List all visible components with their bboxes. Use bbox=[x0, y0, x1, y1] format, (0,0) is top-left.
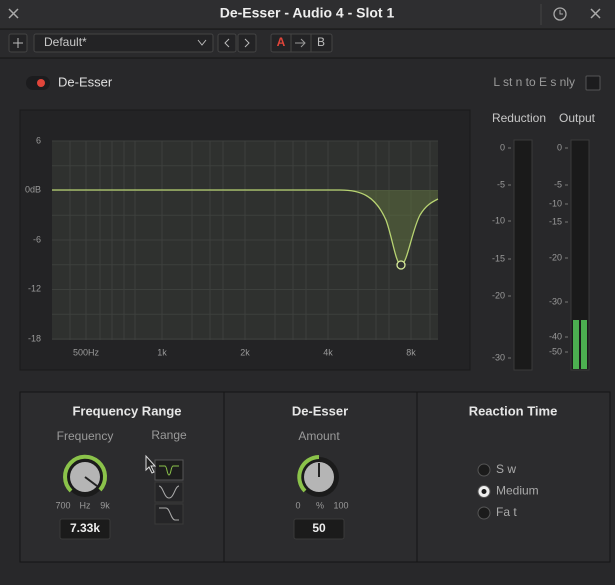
mouse-cursor bbox=[145, 454, 157, 474]
add-icon bbox=[13, 38, 23, 48]
meter-scale-label: -50 bbox=[549, 346, 562, 356]
meter-scale-label: -30 bbox=[549, 296, 562, 306]
x-axis-label: 500Hz bbox=[73, 347, 100, 357]
knob-max: 9k bbox=[100, 500, 110, 510]
compare-a[interactable]: A bbox=[277, 35, 286, 49]
meter-scale-label: -15 bbox=[549, 216, 562, 226]
toggle-light bbox=[37, 79, 45, 87]
meter-scale-label: 0 bbox=[557, 142, 562, 152]
listen-checkbox[interactable] bbox=[585, 75, 601, 91]
radio-button[interactable] bbox=[477, 463, 491, 477]
notch-icon bbox=[159, 465, 179, 476]
knob-max: 100 bbox=[333, 500, 348, 510]
knob-min: 0 bbox=[295, 500, 300, 510]
output-level-right bbox=[581, 320, 587, 369]
x-axis-label: 1k bbox=[157, 347, 167, 357]
reduction-label: Reduction bbox=[492, 111, 546, 125]
meter-scale-label: 0 bbox=[500, 142, 505, 152]
meter-ticks: 0 -5 -10 -15 -20 -30 0 -5 -10 -15 -20 -30 -40 -50 bbox=[492, 142, 568, 362]
knob-min: 700 bbox=[55, 500, 70, 510]
next-icon bbox=[244, 38, 250, 48]
section-title: Reaction Time bbox=[469, 403, 558, 418]
output-level-left bbox=[573, 320, 579, 369]
listen-label: L st n to E s nly bbox=[493, 75, 575, 89]
output-label: Output bbox=[559, 111, 596, 125]
range-band[interactable] bbox=[154, 481, 184, 503]
meter-scale-label: -20 bbox=[549, 252, 562, 262]
amount-value: 50 bbox=[312, 521, 326, 535]
knob-label: Amount bbox=[298, 429, 340, 443]
radio-label: Medium bbox=[496, 484, 539, 498]
knob-label: Frequency bbox=[57, 429, 114, 443]
radio-label: S w bbox=[496, 462, 516, 476]
range-shelf[interactable] bbox=[154, 503, 184, 525]
knob-unit: % bbox=[316, 500, 324, 510]
value-box[interactable] bbox=[59, 518, 111, 540]
compare-b[interactable]: B bbox=[317, 35, 325, 49]
knob-arc bbox=[63, 454, 108, 493]
window-title: De-Esser - Audio 4 - Slot 1 bbox=[220, 5, 395, 21]
frequency-handle[interactable] bbox=[396, 260, 406, 270]
x-axis-label: 4k bbox=[323, 347, 333, 357]
meter-scale-label: -20 bbox=[492, 290, 505, 300]
shelf-icon bbox=[159, 507, 179, 521]
y-axis-label: -6 bbox=[33, 234, 41, 244]
previous-preset[interactable] bbox=[217, 33, 237, 53]
section-title: De-Esser bbox=[292, 403, 348, 418]
section-title: Frequency Range bbox=[72, 403, 181, 418]
range-label: Range bbox=[151, 428, 187, 442]
meter-scale-label: -10 bbox=[549, 198, 562, 208]
meter-scale-label: -40 bbox=[549, 331, 562, 341]
close-button[interactable] bbox=[8, 8, 19, 19]
dropdown-arrow bbox=[197, 39, 207, 46]
radio-label: Fa t bbox=[496, 505, 517, 519]
x-axis-label: 8k bbox=[406, 347, 416, 357]
meter-scale-label: -10 bbox=[492, 215, 505, 225]
preset-name: Default* bbox=[44, 35, 87, 49]
title-bar bbox=[0, 0, 615, 29]
copy-arrow[interactable] bbox=[295, 38, 306, 48]
knob-arc bbox=[297, 455, 320, 493]
history-button[interactable] bbox=[553, 7, 567, 21]
band-icon bbox=[158, 485, 180, 499]
radio-button[interactable] bbox=[477, 506, 491, 520]
previous-icon bbox=[224, 38, 230, 48]
output-meter bbox=[570, 139, 590, 371]
reaction-options: S w Medium Fa t bbox=[477, 462, 539, 520]
x-axis-label: 2k bbox=[240, 347, 250, 357]
frequency-value: 7.33k bbox=[70, 521, 100, 535]
plugin-name: De-Esser bbox=[58, 74, 113, 89]
y-axis-label: -12 bbox=[28, 283, 41, 293]
meter-scale-label: -30 bbox=[492, 352, 505, 362]
value-box[interactable] bbox=[293, 518, 345, 540]
y-axis-label: -18 bbox=[28, 333, 41, 343]
preset-dropdown[interactable] bbox=[33, 33, 214, 53]
meter-scale-label: -15 bbox=[492, 253, 505, 263]
meter-scale-label: -5 bbox=[554, 179, 562, 189]
knob-unit: Hz bbox=[80, 500, 91, 510]
y-axis-label: 0dB bbox=[25, 184, 41, 194]
knob-pointer bbox=[84, 476, 98, 487]
radio-dot bbox=[481, 489, 487, 494]
history-icon bbox=[559, 10, 563, 15]
next-preset[interactable] bbox=[237, 33, 257, 53]
reduction-meter bbox=[513, 139, 533, 371]
reset-button[interactable] bbox=[590, 8, 601, 19]
meter-scale-label: -5 bbox=[497, 179, 505, 189]
range-notch[interactable] bbox=[154, 459, 184, 481]
y-axis-label: 6 bbox=[36, 135, 41, 145]
